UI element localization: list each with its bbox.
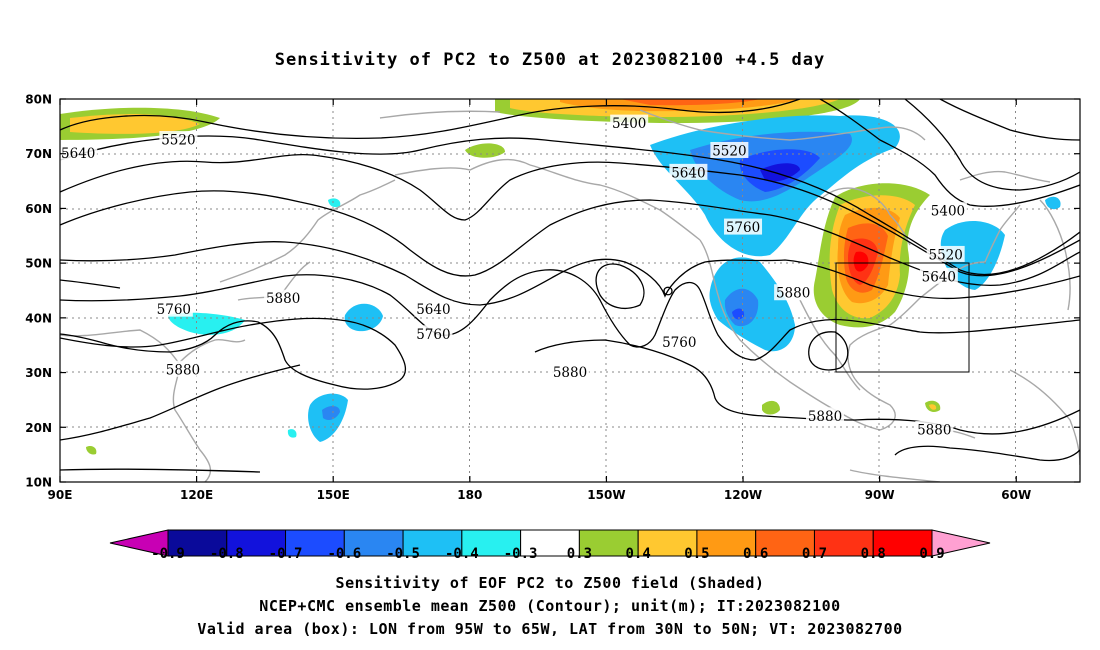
lon-tick-label: 150W (587, 488, 625, 502)
colorbar-label: 0.4 (626, 546, 651, 562)
lat-tick-label: 40N (25, 311, 52, 325)
lat-tick-label: 50N (25, 257, 52, 271)
colorbar-swatch (578, 529, 639, 557)
graticule (60, 99, 1080, 482)
colorbar-label: -0.5 (386, 546, 420, 562)
latitude-axis: 80N 70N 60N 50N 40N 30N 20N 10N (25, 93, 1080, 490)
colorbar-swatch (520, 529, 580, 557)
contour-label: 5520 (159, 131, 198, 149)
contour-label: 5520 (926, 245, 965, 263)
contour-label-text: 5640 (922, 269, 956, 285)
lat-tick-label: 10N (25, 476, 52, 490)
colorbar-high-triangle (931, 529, 991, 557)
colorbar-swatch (285, 529, 345, 557)
contour-label-text: 5760 (662, 335, 696, 351)
contour-label-text: 5880 (776, 286, 810, 302)
caption-line-2: NCEP+CMC ensemble mean Z500 (Contour); u… (259, 597, 841, 615)
contour-labels: 5400 5400 5520 5520 5520 5640 5640 5640 5640 5760… (60, 114, 967, 439)
contour-label-text: 5880 (266, 291, 300, 307)
contour-label-text: 5880 (166, 362, 200, 378)
colorbar: -0.9 -0.8 -0.7 -0.6 -0.5 -0.4 -0.3 0.3 0.4 0.5 0.6… (109, 529, 991, 562)
contour-label-text: 5880 (917, 423, 951, 439)
lon-tick-label: 120E (180, 488, 213, 502)
contour-label-text: 5520 (928, 247, 962, 263)
contour-label-text: 5400 (612, 116, 646, 132)
contour-label-text: 5640 (416, 302, 450, 318)
contour-label: 5880 (163, 360, 202, 378)
contour-label-text: 5880 (808, 409, 842, 425)
colorbar-swatch (637, 529, 698, 557)
colorbar-label: 0.9 (919, 546, 944, 562)
longitude-axis: 90E 120E 150E 180 150W 120W 90W 60W (48, 99, 1031, 502)
plot-frame (59, 98, 1081, 483)
contour-label: 5880 (915, 421, 954, 439)
contour-label: 5640 (60, 144, 98, 162)
contour-label-text: 5640 (671, 165, 705, 181)
contour-label: 5880 (264, 289, 303, 307)
figure-title: Sensitivity of PC2 to Z500 at 2023082100… (274, 50, 826, 70)
colorbar-swatch (343, 529, 404, 557)
lon-tick-label: 180 (457, 488, 482, 502)
contour-label: 5520 (710, 141, 749, 159)
colorbar-swatch (696, 529, 757, 557)
colorbar-label: 0.7 (802, 546, 827, 562)
contour-label: 5880 (806, 407, 844, 425)
contour-label: 5880 (551, 363, 589, 381)
colorbar-label: -0.9 (151, 546, 185, 562)
colorbar-swatch (813, 529, 874, 557)
colorbar-label: -0.3 (504, 546, 538, 562)
lon-tick-label: 90W (865, 488, 895, 502)
lon-tick-label: 60W (1001, 488, 1031, 502)
lat-tick-label: 70N (25, 147, 52, 161)
lat-tick-label: 20N (25, 421, 52, 435)
contour-label: 5640 (669, 163, 708, 181)
contour-label-text: 5760 (416, 327, 450, 343)
colorbar-swatch (167, 529, 228, 557)
contour-label: 5400 (928, 202, 967, 220)
caption-line-3: Valid area (box): LON from 95W to 65W, L… (197, 620, 903, 638)
contour-label: 5760 (660, 333, 699, 351)
lat-tick-label: 60N (25, 202, 52, 216)
contour-label-text: 5640 (61, 146, 95, 162)
caption-line-1: Sensitivity of EOF PC2 to Z500 field (Sh… (335, 574, 765, 592)
colorbar-label: -0.7 (269, 546, 303, 562)
contour-label: 5640 (919, 267, 958, 285)
sensitivity-shading (60, 99, 1061, 455)
contour-label: 5760 (724, 218, 763, 236)
contour-label: 5640 (414, 300, 453, 318)
colorbar-label: -0.6 (327, 546, 361, 562)
contour-label: 5880 (774, 284, 813, 302)
lon-tick-label: 90E (48, 488, 73, 502)
contour-label-text: 5520 (712, 143, 746, 159)
contour-label-text: 5760 (726, 220, 760, 236)
z500-contours (60, 99, 1080, 473)
colorbar-label: 0.5 (684, 546, 709, 562)
colorbar-swatch (872, 529, 933, 557)
colorbar-label: 0.3 (567, 546, 592, 562)
lat-tick-label: 80N (25, 93, 52, 107)
contour-label-text: 5520 (161, 133, 195, 149)
contour-label-text: 5400 (931, 204, 965, 220)
contour-label: 5400 (610, 114, 649, 132)
contour-label-text: 5880 (553, 365, 587, 381)
colorbar-label: -0.8 (210, 546, 244, 562)
colorbar-label: 0.6 (743, 546, 768, 562)
colorbar-label: -0.4 (445, 546, 479, 562)
lon-tick-label: 150E (317, 488, 350, 502)
colorbar-label: 0.8 (861, 546, 886, 562)
lat-tick-label: 30N (25, 366, 52, 380)
contour-label-text: 5760 (157, 302, 191, 318)
colorbar-swatch (461, 529, 522, 557)
lon-tick-label: 120W (724, 488, 762, 502)
contour-label: 5760 (414, 325, 453, 343)
contour-label: 5760 (154, 300, 193, 318)
colorbar-swatch (226, 529, 287, 557)
valid-area-box (835, 262, 970, 373)
